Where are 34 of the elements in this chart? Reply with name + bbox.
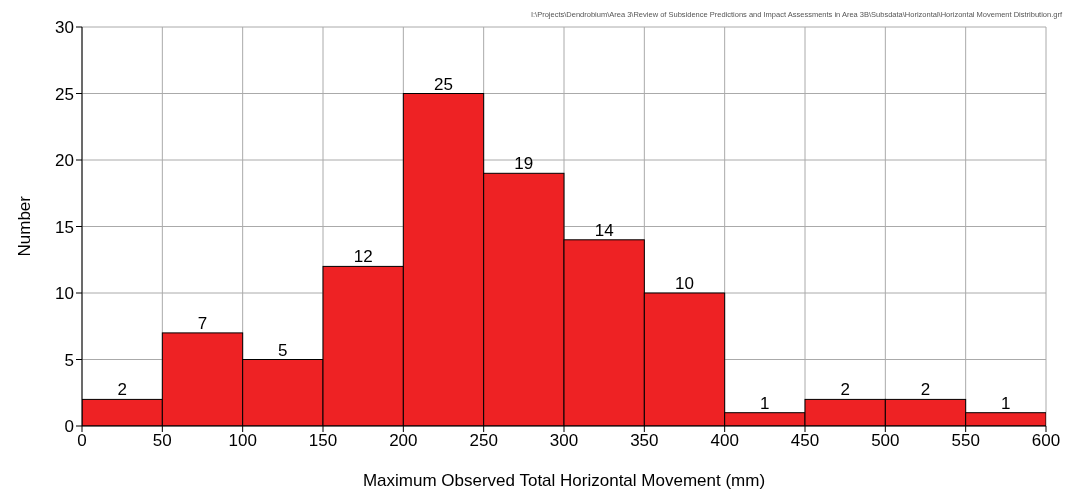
data-label: 10 (675, 274, 694, 293)
x-tick-label: 200 (389, 431, 418, 451)
x-tick-label: 600 (1031, 431, 1061, 451)
data-label: 19 (514, 154, 534, 174)
x-tick-label: 100 (228, 431, 257, 451)
x-tick-label: 450 (790, 431, 820, 451)
y-tick-label: 5 (64, 350, 74, 370)
data-label: 14 (594, 220, 614, 240)
y-tick-label: 10 (55, 284, 74, 304)
x-tick-label: 50 (152, 431, 172, 451)
data-label: 7 (197, 313, 208, 333)
data-label: 25 (434, 74, 453, 94)
y-tick-label: 30 (55, 18, 74, 38)
x-tick-label: 350 (630, 431, 659, 451)
y-tick-label: 20 (55, 151, 74, 171)
x-tick-label: 0 (77, 431, 87, 451)
y-axis-title: Number (15, 195, 35, 257)
y-tick-label: 0 (64, 417, 74, 437)
x-tick-label: 250 (469, 431, 498, 451)
x-tick-label: 500 (871, 431, 900, 451)
y-tick-label: 15 (55, 217, 74, 237)
x-axis-title: Maximum Observed Total Horizontal Movement (mm) (362, 471, 766, 490)
data-label: 2 (920, 380, 931, 400)
y-tick-label: 25 (55, 84, 74, 104)
x-tick-label: 550 (951, 431, 980, 451)
x-tick-label: 400 (710, 431, 739, 451)
data-label: 1 (760, 393, 770, 413)
data-label: 5 (278, 340, 288, 360)
data-label: 2 (840, 380, 850, 400)
data-label: 2 (117, 380, 127, 400)
x-tick-label: 300 (549, 431, 579, 451)
data-label: 1 (1001, 393, 1011, 413)
data-label: 12 (353, 247, 373, 267)
x-tick-label: 150 (308, 431, 338, 451)
